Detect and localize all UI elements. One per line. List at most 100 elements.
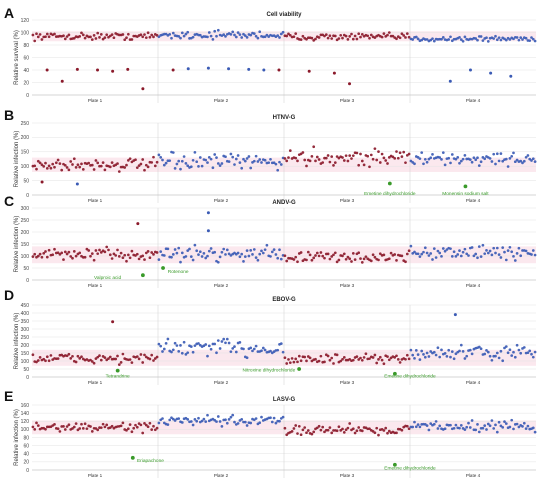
- data-point: [108, 253, 112, 257]
- data-point: [296, 432, 299, 435]
- y-tick-label: 100: [21, 254, 30, 260]
- data-point: [216, 415, 220, 418]
- data-point: [359, 35, 362, 39]
- data-point: [517, 38, 521, 42]
- data-point: [103, 168, 107, 172]
- data-point: [107, 248, 110, 252]
- data-point: [375, 158, 379, 162]
- data-point: [360, 159, 364, 163]
- y-tick-label: 200: [21, 343, 30, 349]
- data-point: [186, 249, 190, 252]
- data-point: [35, 167, 38, 171]
- data-point: [362, 356, 366, 359]
- data-point: [98, 36, 101, 39]
- data-point: [285, 259, 289, 263]
- data-point: [357, 358, 361, 361]
- data-point: [504, 345, 508, 348]
- data-point: [144, 423, 148, 427]
- plate-label: Plate 1: [88, 283, 103, 288]
- outlier-point: [136, 222, 140, 226]
- data-point: [193, 344, 197, 348]
- data-point: [224, 253, 227, 256]
- data-point: [519, 36, 523, 40]
- data-point: [62, 34, 65, 38]
- data-point: [65, 354, 69, 358]
- data-point: [40, 38, 44, 41]
- data-point: [180, 251, 184, 255]
- data-point: [440, 37, 443, 41]
- data-point: [391, 34, 395, 38]
- data-point: [92, 168, 96, 171]
- data-point: [191, 158, 195, 162]
- outlier-point: [307, 69, 311, 73]
- data-point: [305, 37, 308, 41]
- data-point: [119, 251, 123, 255]
- data-point: [353, 431, 357, 435]
- data-point: [101, 161, 105, 164]
- data-point: [90, 38, 94, 41]
- y-tick-label: 200: [21, 230, 30, 236]
- data-point: [116, 354, 119, 358]
- data-point: [409, 244, 413, 248]
- hit-point: [140, 273, 145, 278]
- data-point: [229, 350, 233, 354]
- data-point: [31, 425, 35, 429]
- data-point: [366, 154, 370, 158]
- data-point: [224, 418, 227, 422]
- data-point: [393, 253, 397, 256]
- data-point: [416, 37, 420, 41]
- y-tick-label: 50: [23, 367, 29, 373]
- data-point: [488, 424, 492, 428]
- data-point: [386, 355, 389, 358]
- data-point: [425, 351, 429, 355]
- data-point: [445, 354, 449, 358]
- data-point: [485, 249, 488, 252]
- data-point: [150, 251, 154, 254]
- data-point: [164, 161, 168, 165]
- data-point: [191, 350, 195, 354]
- data-point: [332, 164, 335, 167]
- data-point: [468, 426, 472, 429]
- data-point: [105, 423, 109, 427]
- data-point: [96, 161, 100, 165]
- data-point: [71, 427, 74, 430]
- panel-letter: B: [4, 107, 14, 123]
- data-point: [522, 159, 526, 163]
- data-point: [346, 255, 350, 259]
- data-point: [342, 159, 346, 162]
- data-point: [521, 38, 524, 41]
- data-point: [452, 250, 456, 254]
- plate-label: Plate 3: [340, 473, 355, 478]
- data-point: [152, 424, 155, 428]
- data-point: [51, 162, 55, 166]
- y-tick-label: 160: [21, 403, 30, 409]
- data-point: [405, 32, 409, 35]
- data-point: [222, 33, 226, 36]
- data-point: [45, 355, 49, 359]
- data-point: [249, 33, 253, 37]
- data-point: [524, 249, 528, 253]
- data-point: [359, 257, 362, 260]
- data-point: [368, 427, 371, 431]
- data-point: [431, 153, 434, 156]
- data-point: [240, 417, 244, 421]
- data-point: [116, 162, 119, 165]
- outlier-point: [171, 68, 175, 72]
- data-point: [533, 253, 537, 257]
- data-point: [416, 353, 420, 356]
- data-point: [198, 33, 202, 37]
- data-point: [481, 426, 485, 430]
- y-tick-label: 150: [21, 150, 30, 156]
- data-point: [330, 356, 334, 360]
- data-point: [170, 36, 173, 40]
- data-point: [411, 425, 415, 429]
- data-point: [420, 151, 424, 154]
- data-point: [258, 252, 262, 256]
- data-point: [285, 433, 289, 437]
- data-point: [240, 252, 244, 256]
- hit-annotation: Emetine dihydrochloride: [384, 465, 436, 471]
- data-point: [303, 158, 307, 162]
- data-point: [193, 150, 197, 154]
- data-point: [328, 34, 332, 38]
- data-point: [288, 361, 292, 365]
